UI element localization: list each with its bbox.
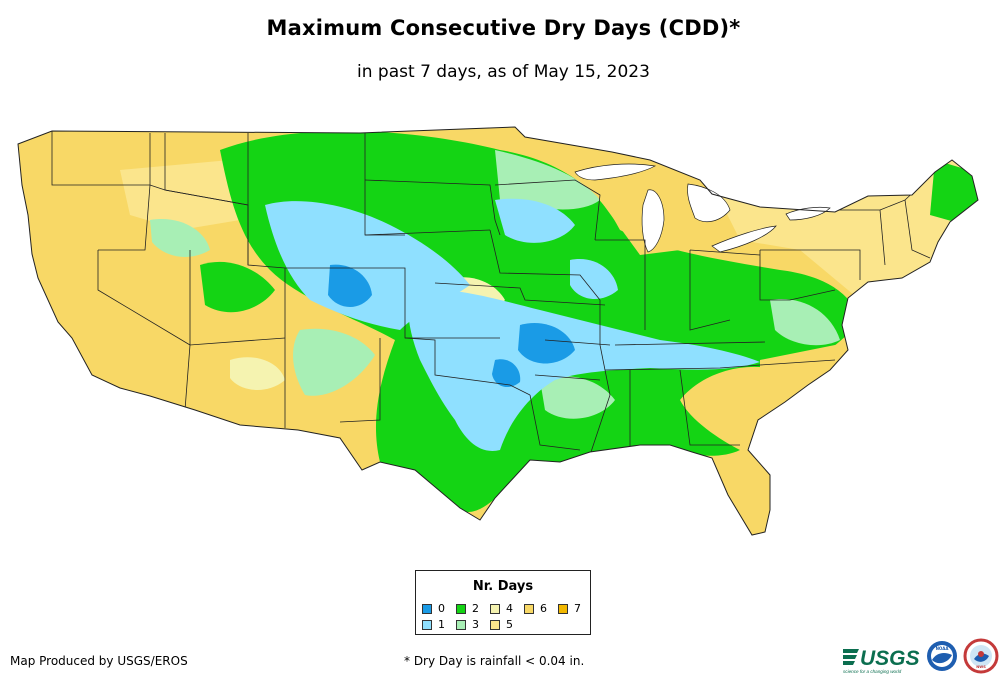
legend-swatch: [490, 620, 500, 630]
region-cdd-2: [930, 160, 978, 222]
usgs-logo-text: USGS: [860, 647, 920, 670]
legend-item-5: 5: [490, 619, 513, 631]
legend-swatch: [456, 620, 466, 630]
lake-michigan: [641, 189, 665, 253]
legend-title: Nr. Days: [472, 579, 534, 594]
legend-item-4: 4: [490, 603, 513, 615]
region-cdd-0: [518, 322, 575, 364]
usgs-logo: USGS science for a changing world: [843, 647, 920, 674]
legend-item-0: 0: [422, 603, 445, 615]
legend-item-6: 6: [524, 603, 547, 615]
lake-huron: [687, 183, 731, 223]
noaa-logo-text: NOAA: [936, 646, 950, 651]
legend-item-label: 5: [506, 618, 513, 631]
legend-swatch: [558, 604, 568, 614]
legend-item-7: 7: [558, 603, 581, 615]
map-title: Maximum Consecutive Dry Days (CDD)*: [266, 16, 741, 40]
nws-logo-text: NWS: [976, 665, 986, 669]
legend-item-label: 6: [540, 602, 547, 615]
legend-item-2: 2: [456, 603, 479, 615]
region-cdd-3: [293, 328, 375, 396]
legend-item-1: 1: [422, 619, 445, 631]
region-cdd-3: [770, 299, 840, 346]
legend-swatch: [422, 604, 432, 614]
legend-item-label: 4: [506, 602, 513, 615]
legend-item-label: 2: [472, 602, 479, 615]
region-cdd-6: [740, 460, 775, 535]
legend-item-label: 7: [574, 602, 581, 615]
legend-swatch: [524, 604, 534, 614]
legend: Nr. Days 0 1 2 3 4 5 6 7: [415, 570, 591, 635]
producer-credit: Map Produced by USGS/EROS: [10, 654, 188, 668]
legend-item-label: 3: [472, 618, 479, 631]
region-cdd-3: [540, 376, 615, 419]
legend-swatch: [422, 620, 432, 630]
legend-swatch: [456, 604, 466, 614]
region-cdd-0: [328, 264, 372, 308]
region-cdd-1: [570, 259, 618, 300]
region-cdd-3: [150, 219, 210, 257]
region-cdd-4: [230, 357, 285, 390]
legend-swatch: [490, 604, 500, 614]
dry-day-footnote: * Dry Day is rainfall < 0.04 in.: [404, 654, 585, 668]
lake-erie: [711, 225, 777, 253]
lake-superior: [574, 163, 657, 181]
agency-logos: USGS science for a changing world NOAA N…: [843, 638, 999, 674]
region-cdd-0: [492, 359, 521, 388]
legend-item-label: 1: [438, 618, 445, 631]
legend-item-label: 0: [438, 602, 445, 615]
noaa-logo: NOAA: [927, 641, 957, 671]
usgs-tagline: science for a changing world: [843, 669, 902, 674]
nws-logo: NWS: [963, 638, 999, 674]
legend-item-3: 3: [456, 619, 479, 631]
region-cdd-1: [408, 289, 760, 451]
region-cdd-2: [200, 261, 275, 313]
map-subtitle: in past 7 days, as of May 15, 2023: [357, 62, 650, 82]
region-cdd-1: [495, 198, 575, 243]
region-cdd-3: [495, 150, 600, 210]
